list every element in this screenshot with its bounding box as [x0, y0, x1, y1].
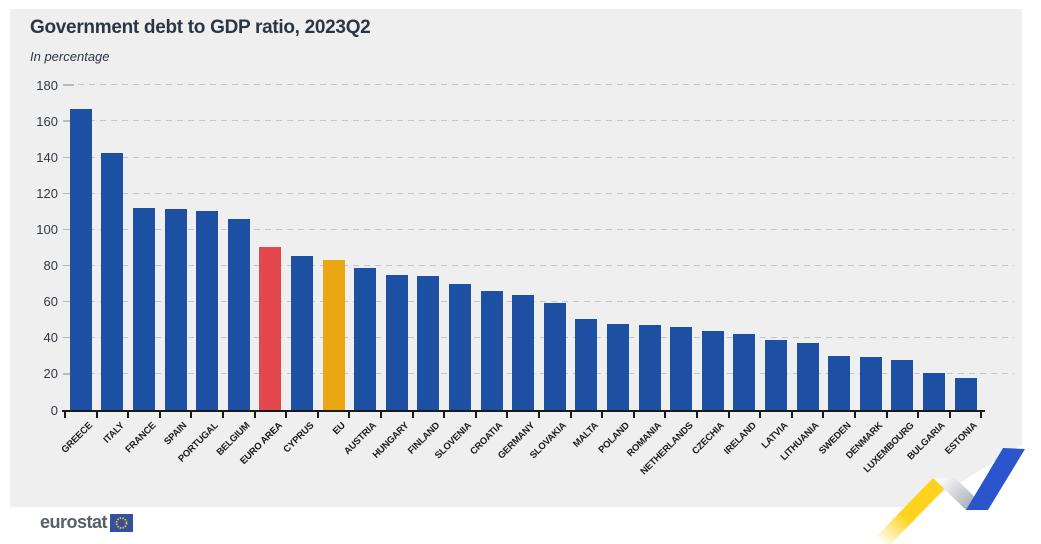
bar-portugal — [196, 211, 219, 410]
y-axis-label-140: 140 — [36, 149, 58, 165]
bar-finland — [417, 276, 440, 410]
y-tick-120 — [63, 192, 74, 195]
x-tick — [222, 412, 224, 418]
x-tick — [854, 412, 856, 418]
gridline-100 — [78, 228, 1014, 231]
bar-cyprus — [291, 256, 313, 410]
bar-netherlands — [670, 327, 693, 410]
bar-slovenia — [449, 283, 471, 410]
x-tick — [158, 412, 161, 418]
bar-slovakia — [543, 303, 566, 410]
bar-lithuania — [796, 343, 819, 410]
gridline-120 — [78, 192, 1014, 195]
chart-card: Government debt to GDP ratio, 2023Q2 In … — [10, 9, 1022, 507]
gridline-80 — [78, 264, 1014, 267]
y-axis-label-100: 100 — [36, 221, 58, 237]
bar-euro-area — [259, 246, 282, 410]
eu-flag-icon — [110, 513, 134, 532]
ribbon-yellow-band — [869, 478, 955, 544]
x-tick — [790, 412, 793, 418]
bar-hungary — [385, 274, 408, 410]
bar-ireland — [733, 333, 756, 410]
eurostat-logo-text: eurostat — [40, 512, 108, 532]
plot-area: 180 160 140 120 100 80 60 40 20 0 GREECE ITALY FRANC… — [10, 9, 1022, 507]
ribbon-blue-band — [966, 448, 1025, 510]
y-axis-label-160: 160 — [36, 113, 58, 129]
bar-eu — [322, 259, 345, 410]
eurostat-logo: eurostat — [40, 512, 134, 533]
chart-subtitle: In percentage — [30, 49, 110, 64]
x-tick — [411, 412, 414, 418]
x-tick — [948, 412, 951, 418]
bar-germany — [512, 294, 535, 410]
x-tick — [759, 412, 762, 418]
bar-luxembourg — [891, 360, 914, 410]
bar-romania — [638, 324, 661, 410]
x-tick — [506, 412, 509, 418]
bar-spain — [164, 209, 187, 410]
bar-poland — [607, 323, 629, 410]
x-tick — [285, 412, 288, 418]
x-tick — [348, 412, 351, 418]
y-tick-80 — [63, 264, 74, 267]
bar-croatia — [480, 291, 503, 410]
y-axis-label-20: 20 — [43, 366, 58, 382]
x-tick — [380, 412, 382, 418]
x-tick — [727, 412, 730, 418]
y-axis-label-60: 60 — [43, 294, 58, 310]
x-tick — [601, 412, 604, 418]
y-axis-label-0: 0 — [50, 402, 58, 418]
x-tick — [316, 412, 319, 418]
x-tick — [95, 412, 98, 418]
y-tick-140 — [63, 156, 74, 158]
gridline-160 — [78, 120, 1014, 123]
x-tick — [538, 412, 540, 418]
bar-sweden — [828, 356, 851, 410]
x-tick — [632, 412, 635, 418]
x-tick — [127, 412, 130, 418]
y-tick-20 — [63, 373, 74, 375]
y-tick-160 — [63, 120, 74, 122]
x-tick — [822, 412, 825, 418]
y-axis-label-40: 40 — [43, 330, 58, 346]
x-tick — [474, 412, 477, 418]
bar-italy — [101, 152, 124, 410]
chart-title: Government debt to GDP ratio, 2023Q2 — [30, 17, 371, 38]
bar-malta — [575, 319, 598, 410]
gridline-140 — [78, 156, 1014, 159]
x-tick — [569, 412, 572, 418]
x-tick — [980, 412, 983, 418]
bar-france — [133, 207, 155, 410]
eurostat-ribbon-graphic — [869, 448, 1025, 544]
x-tick — [917, 412, 920, 418]
y-tick-60 — [63, 300, 74, 303]
y-axis-label-120: 120 — [36, 185, 58, 201]
y-axis-label-80: 80 — [43, 258, 58, 274]
x-tick — [64, 412, 66, 418]
x-tick — [443, 412, 446, 418]
bar-bulgaria — [923, 373, 945, 410]
y-tick-40 — [63, 337, 74, 339]
bar-estonia — [954, 377, 977, 410]
x-tick — [190, 412, 193, 418]
x-tick — [885, 412, 888, 418]
bar-latvia — [765, 339, 787, 410]
gridline-60 — [78, 300, 1014, 303]
bar-belgium — [227, 218, 250, 410]
y-tick-180 — [63, 84, 74, 86]
bar-denmark — [859, 357, 882, 410]
x-axis-line — [62, 410, 985, 412]
y-axis-label-180: 180 — [36, 77, 58, 93]
bar-austria — [354, 268, 377, 410]
gridline-180 — [78, 84, 1014, 87]
bar-czechia — [701, 331, 724, 410]
x-tick — [664, 412, 667, 418]
bar-greece — [69, 109, 92, 410]
x-tick — [696, 412, 698, 418]
x-tick — [253, 412, 256, 418]
y-tick-100 — [63, 228, 74, 231]
